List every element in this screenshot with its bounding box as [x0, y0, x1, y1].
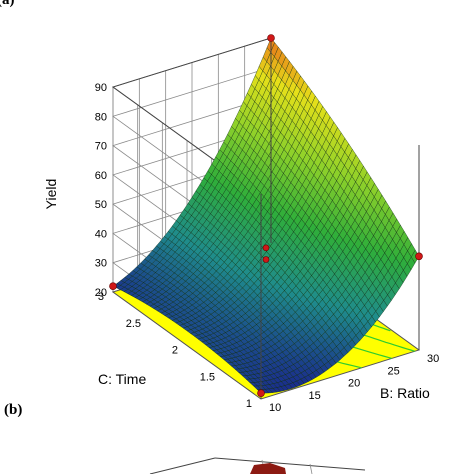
y-axis-label: C: Time [98, 371, 146, 387]
y-tick-label: 3 [98, 291, 104, 303]
design-point [257, 389, 265, 397]
center-point [262, 256, 270, 263]
z-tick-label: 50 [95, 199, 107, 211]
front-frame [260, 38, 420, 399]
z-tick-label: 90 [95, 82, 107, 94]
x-tick-label: 10 [269, 402, 281, 414]
tick-labels: 20 30 40 50 60 70 80 90 1 1.5 2 2.5 3 10 15 20 25 30 [95, 82, 440, 414]
z-tick-label: 80 [95, 111, 107, 123]
z-tick-label: 30 [95, 258, 107, 270]
design-points [109, 34, 423, 397]
center-point [262, 244, 270, 252]
z-tick-label: 20 [95, 287, 107, 299]
design-point [267, 34, 275, 42]
panel-label-a: (a) [0, 0, 15, 8]
x-axis-label: B: Ratio [380, 385, 430, 401]
x-tick-label: 30 [427, 353, 439, 365]
y-tick-label: 1.5 [200, 371, 215, 383]
design-point [109, 282, 117, 290]
z-tick-label: 60 [95, 170, 107, 182]
top-edge [111, 37, 272, 195]
panel-label-b: (b) [4, 402, 22, 418]
x-tick-label: 25 [388, 365, 400, 377]
next-panel-preview [149, 457, 366, 474]
z-tick-label: 40 [95, 228, 107, 240]
x-tick-label: 15 [309, 390, 321, 402]
z-axis-label: Yield [43, 179, 59, 210]
z-tick-label: 70 [95, 141, 107, 153]
response-surface [112, 37, 420, 394]
design-point [415, 252, 423, 261]
x-tick-label: 20 [348, 378, 360, 390]
y-tick-label: 2.5 [126, 318, 141, 330]
y-tick-label: 1 [246, 398, 252, 410]
y-tick-label: 2 [172, 345, 178, 357]
